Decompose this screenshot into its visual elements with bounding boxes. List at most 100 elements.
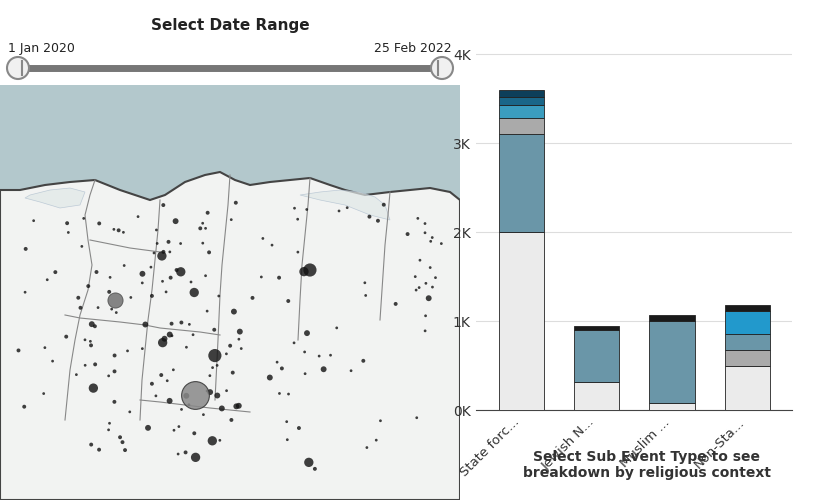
Point	[201, 387, 214, 395]
Point	[273, 390, 286, 398]
Point	[230, 402, 243, 410]
Point	[281, 436, 294, 444]
Point	[77, 214, 90, 222]
Point	[159, 288, 172, 296]
Point	[313, 352, 326, 360]
Point	[123, 408, 136, 416]
Point	[46, 357, 59, 365]
Point	[422, 294, 435, 302]
Bar	[650, 403, 694, 410]
Circle shape	[7, 57, 29, 79]
Point	[88, 322, 101, 330]
Point	[208, 352, 221, 360]
Polygon shape	[0, 172, 460, 500]
Point	[288, 339, 301, 347]
Point	[72, 294, 85, 302]
Point	[82, 282, 95, 290]
Point	[220, 386, 233, 394]
Point	[109, 296, 122, 304]
Point	[196, 239, 209, 247]
Bar	[499, 232, 544, 410]
Point	[118, 446, 132, 454]
Point	[41, 276, 54, 283]
Bar	[725, 334, 770, 349]
Point	[359, 292, 373, 300]
Point	[38, 344, 51, 351]
Point	[409, 286, 422, 294]
Point	[19, 245, 32, 253]
Point	[19, 288, 32, 296]
Point	[112, 226, 125, 234]
Point	[424, 264, 437, 272]
Point	[282, 390, 295, 398]
Point	[155, 252, 168, 260]
Point	[182, 401, 195, 409]
Point	[174, 268, 187, 276]
Point	[226, 368, 239, 376]
Point	[189, 391, 202, 399]
Point	[165, 332, 178, 340]
Point	[158, 334, 171, 342]
Point	[211, 392, 224, 400]
Point	[74, 304, 87, 312]
Point	[389, 300, 402, 308]
Point	[292, 424, 306, 432]
Point	[225, 216, 238, 224]
Point	[203, 372, 217, 380]
Point	[308, 465, 321, 473]
Point	[84, 338, 97, 345]
Bar	[725, 305, 770, 312]
Point	[174, 240, 187, 248]
Point	[145, 263, 158, 271]
Point	[418, 220, 431, 228]
Bar	[499, 134, 544, 232]
Point	[103, 288, 116, 296]
Point	[145, 380, 158, 388]
Point	[92, 304, 105, 312]
Point	[197, 410, 210, 418]
Point	[163, 397, 176, 405]
Point	[84, 342, 97, 349]
Point	[317, 365, 330, 373]
Point	[162, 238, 175, 246]
Point	[156, 278, 169, 285]
Point	[291, 215, 304, 223]
Point	[154, 371, 167, 379]
Point	[165, 320, 178, 328]
Point	[189, 454, 202, 462]
Point	[156, 338, 169, 346]
Point	[220, 350, 233, 358]
Point	[136, 270, 149, 278]
Point	[234, 328, 247, 336]
Point	[75, 242, 88, 250]
Bar	[574, 326, 619, 330]
Point	[213, 436, 226, 444]
Point	[27, 216, 40, 224]
Point	[167, 366, 180, 374]
Point	[208, 326, 221, 334]
Point	[232, 335, 245, 343]
Point	[186, 330, 199, 338]
Text: Select Sub Event Type to see
breakdown by religious context: Select Sub Event Type to see breakdown b…	[523, 450, 770, 480]
Point	[175, 318, 188, 326]
Point	[69, 370, 83, 378]
Point	[410, 414, 423, 422]
Point	[413, 256, 426, 264]
Point	[183, 320, 196, 328]
Point	[301, 329, 314, 337]
Point	[257, 234, 270, 242]
Point	[150, 240, 163, 248]
Polygon shape	[300, 190, 390, 220]
Point	[108, 398, 121, 406]
Bar	[499, 118, 544, 134]
Point	[225, 416, 238, 424]
Point	[37, 390, 50, 398]
Bar	[499, 105, 544, 118]
Point	[163, 330, 176, 338]
Point	[157, 201, 170, 209]
Point	[108, 368, 121, 376]
Point	[109, 308, 123, 316]
Point	[150, 392, 163, 400]
Point	[150, 226, 163, 234]
Point	[132, 212, 145, 220]
